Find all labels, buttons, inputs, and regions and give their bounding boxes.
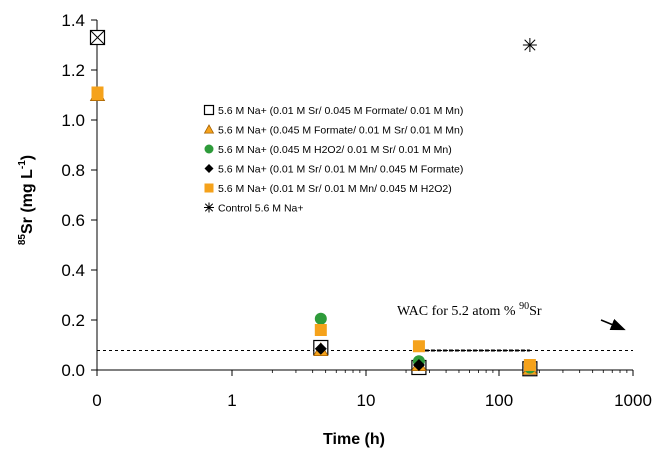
legend-item: 5.6 M Na+ (0.045 M Formate/ 0.01 M Sr/ 0…: [203, 124, 463, 137]
legend-label: 5.6 M Na+ (0.01 M Sr/ 0.01 M Mn/ 0.045 M…: [218, 183, 452, 195]
axes: 0.0 0.2 0.4 0.6 0.8 1.0 1.2 1.4 0 1 10 100 1000: [61, 11, 652, 410]
x-tick-label: 1000: [614, 391, 652, 410]
data-point: [89, 29, 106, 46]
wac-annotation-superscript: 90: [519, 301, 529, 312]
legend-marker: [203, 124, 215, 134]
wac-annotation-element: Sr: [529, 304, 542, 319]
y-axis-title: 85Sr (mg L-1): [17, 155, 36, 245]
legend-label: 5.6 M Na+ (0.045 M Formate/ 0.01 M Sr/ 0…: [218, 125, 463, 137]
y-tick-label: 0.4: [61, 261, 85, 280]
x-tick-label: 100: [485, 391, 513, 410]
data-point: [314, 312, 327, 325]
series-5: [522, 38, 537, 52]
y-axis-title-superscript: 85: [17, 234, 28, 246]
data-point: [314, 324, 327, 336]
legend-marker: [204, 202, 214, 213]
series-0: [89, 29, 538, 377]
y-axis-title-main: Sr (mg L: [19, 169, 36, 234]
legend: 5.6 M Na+ (0.01 M Sr/ 0.045 M Formate/ 0…: [203, 104, 463, 215]
data-point: [314, 342, 327, 355]
wac-annotation: WAC for 5.2 atom % 90Sr: [397, 301, 542, 319]
y-tick-label: 1.0: [61, 111, 85, 130]
legend-item: 5.6 M Na+ (0.01 M Sr/ 0.01 M Mn/ 0.045 M…: [204, 183, 452, 195]
legend-marker: [204, 183, 214, 193]
data-point: [412, 340, 425, 353]
legend-marker: [204, 144, 214, 154]
legend-marker: [204, 164, 214, 173]
legend-label: 5.6 M Na+ (0.01 M Sr/ 0.045 M Formate/ 0…: [218, 105, 463, 117]
legend-item: 5.6 M Na+ (0.01 M Sr/ 0.01 M Mn/ 0.045 M…: [204, 164, 463, 176]
wac-annotation-arrow: [600, 318, 626, 331]
y-tick-label: 0.6: [61, 211, 85, 230]
data-points: [89, 29, 538, 377]
legend-label: Control 5.6 M Na+: [218, 203, 304, 215]
data-point: [523, 359, 536, 371]
legend-item: Control 5.6 M Na+: [204, 202, 304, 215]
data-point: [412, 359, 425, 371]
x-tick-label: 0: [92, 391, 101, 410]
data-point: [91, 86, 104, 99]
y-tick-label: 0.8: [61, 161, 85, 180]
y-axis-title-exponent: -1: [17, 160, 28, 169]
series-4: [91, 86, 536, 371]
x-tick-label: 10: [357, 391, 376, 410]
y-tick-label: 1.2: [61, 61, 85, 80]
wac-annotation-text: WAC for 5.2 atom %: [397, 304, 519, 319]
y-axis-title-close: ): [19, 155, 36, 160]
data-point: [522, 38, 537, 52]
legend-label: 5.6 M Na+ (0.01 M Sr/ 0.01 M Mn/ 0.045 M…: [218, 164, 463, 176]
legend-item: 5.6 M Na+ (0.01 M Sr/ 0.045 M Formate/ 0…: [203, 104, 463, 117]
legend-item: 5.6 M Na+ (0.045 M H2O2/ 0.01 M Sr/ 0.01…: [204, 144, 452, 156]
x-tick-label: 1: [227, 391, 236, 410]
series-3: [314, 342, 425, 371]
x-axis-title: Time (h): [323, 431, 385, 448]
legend-marker: [203, 104, 215, 116]
legend-label: 5.6 M Na+ (0.045 M H2O2/ 0.01 M Sr/ 0.01…: [218, 144, 452, 156]
y-tick-label: 0.2: [61, 311, 85, 330]
y-tick-label: 0.0: [61, 361, 85, 380]
y-tick-label: 1.4: [61, 11, 85, 30]
